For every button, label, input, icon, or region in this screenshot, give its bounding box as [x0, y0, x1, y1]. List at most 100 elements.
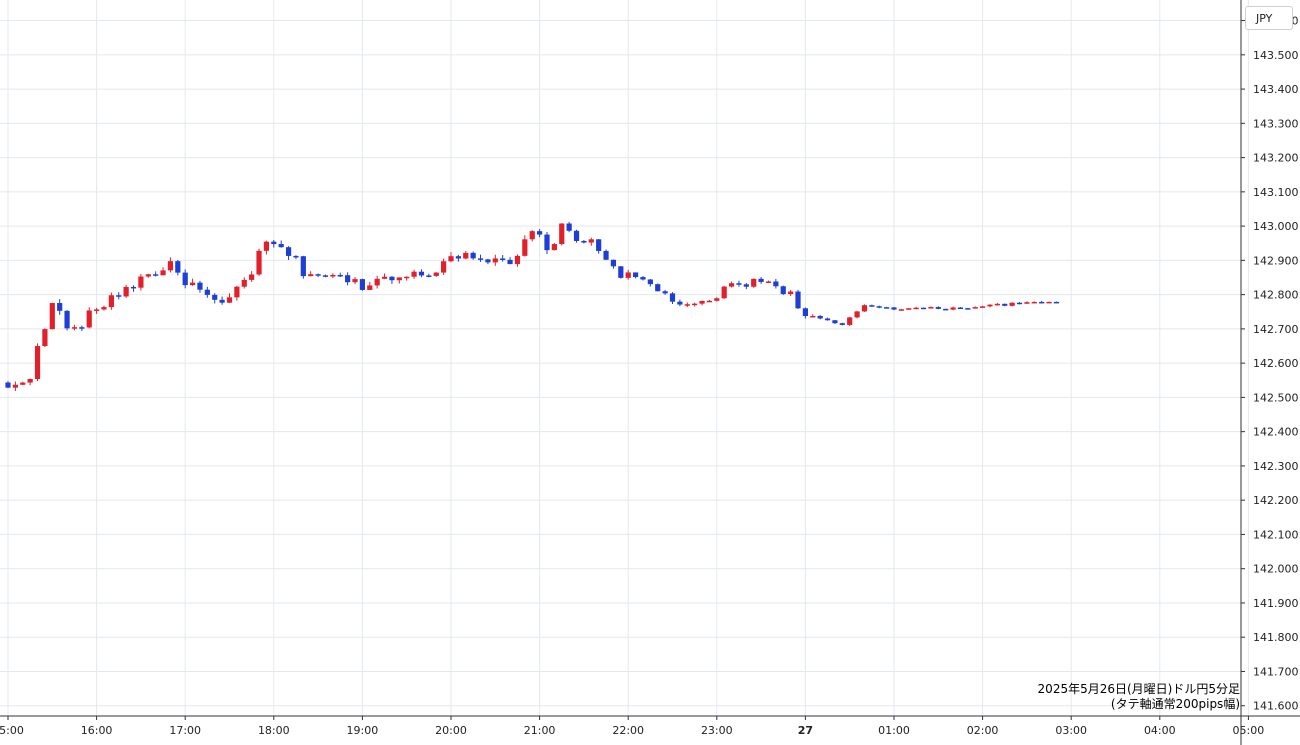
time-axis-labels: 15:00 16:00 17:00 18:00 19:00 20:00 21:00 22:00… [0, 724, 1264, 737]
candle-down [219, 299, 225, 303]
candle-up [810, 315, 816, 318]
time-tick-label: 23:00 [701, 724, 733, 737]
candle-down [876, 306, 882, 308]
candle-down [116, 295, 122, 297]
candle-down [485, 259, 491, 263]
price-tick-label: 142.300 [1253, 460, 1299, 473]
candle-up [167, 261, 174, 271]
candle-down [455, 256, 461, 259]
candle-up [108, 295, 114, 308]
candle-up [551, 244, 557, 251]
candle-up [49, 303, 55, 330]
candle-up [404, 276, 410, 279]
candle-down [839, 323, 845, 325]
candle-down [197, 282, 203, 290]
caption-line-1: 2025年5月26日(月曜日)ドル円5分足 [1037, 682, 1240, 696]
candle-up [847, 317, 853, 325]
candle-down [130, 286, 137, 289]
candle-up [765, 281, 772, 283]
candle-down [5, 382, 11, 388]
candle-up [1031, 301, 1037, 304]
candle-down [566, 223, 572, 231]
candle-down [175, 261, 181, 273]
candle-up [411, 271, 417, 277]
candle-up [728, 283, 735, 287]
candle-down [603, 250, 609, 260]
candle-up [987, 304, 993, 307]
price-tick-label: 142.600 [1253, 357, 1299, 370]
candle-up [721, 286, 727, 299]
price-tick-label: 141.600 [1253, 700, 1299, 713]
candle-down [204, 289, 210, 295]
candle-up [374, 278, 380, 286]
candle-down [337, 274, 343, 277]
candle-up [529, 231, 535, 240]
caption-line-2: (タテ軸通常200pips幅) [1110, 697, 1240, 711]
candle-down [389, 276, 395, 281]
candle-up [684, 304, 690, 306]
candle-up [706, 300, 713, 303]
candle-down [581, 240, 587, 243]
candle-up [1009, 302, 1015, 306]
candle-up [160, 270, 166, 276]
candle-up [699, 300, 705, 304]
candle-up [145, 274, 151, 277]
candle-up [123, 286, 129, 297]
candle-up [441, 261, 447, 273]
candle-up [950, 307, 956, 310]
candle-down [79, 327, 85, 329]
candle-up [138, 276, 144, 288]
candle-up [234, 286, 240, 298]
candle-down [677, 301, 683, 305]
candle-up [352, 279, 358, 283]
candle-up [101, 307, 107, 310]
candle-down [736, 283, 742, 285]
candle-down [957, 307, 964, 310]
candle-up [367, 285, 373, 290]
time-tick-label: 21:00 [524, 724, 556, 737]
price-tick-label: 142.400 [1253, 426, 1299, 439]
price-tick-label: 142.700 [1253, 323, 1299, 336]
candle-up [463, 252, 469, 259]
price-tick-label: 141.700 [1253, 665, 1299, 678]
candle-down [662, 291, 668, 294]
candle-up [263, 241, 270, 251]
candle-up [71, 327, 78, 329]
candle-up [448, 256, 454, 262]
candle-down [1053, 301, 1060, 304]
candle-up [906, 308, 912, 310]
price-tick-label: 143.200 [1253, 152, 1299, 165]
time-tick-label: 04:00 [1144, 724, 1176, 737]
candle-down [153, 274, 159, 276]
candle-up [559, 223, 565, 245]
candle-down [345, 275, 351, 283]
time-tick-label: 05:00 [1233, 724, 1265, 737]
candle-up [86, 310, 92, 328]
time-tick-label: 15:00 [0, 724, 24, 737]
candle-up [854, 311, 860, 318]
candle-down [647, 279, 653, 285]
candle-down [300, 256, 306, 277]
currency-label[interactable]: JPY [1245, 6, 1293, 30]
candle-up [751, 278, 757, 287]
candle-up [492, 258, 498, 263]
price-tick-label: 141.800 [1253, 631, 1299, 644]
candle-down [965, 308, 971, 310]
candle-up [42, 329, 48, 347]
candle-down [920, 307, 927, 310]
candle-down [470, 252, 476, 259]
candle-down [1002, 303, 1008, 306]
candle-down [573, 230, 580, 241]
candle-up [928, 307, 934, 309]
candle-up [256, 250, 262, 275]
candle-down [507, 259, 513, 265]
candle-up [308, 274, 314, 277]
price-tick-label: 143.500 [1253, 49, 1299, 62]
chart-caption: 2025年5月26日(月曜日)ドル円5分足 (タテ軸通常200pips幅) [1038, 682, 1240, 712]
price-tick-label: 142.200 [1253, 494, 1299, 507]
candle-down [500, 258, 506, 260]
candle-up [980, 306, 986, 308]
price-tick-label: 141.900 [1253, 597, 1299, 610]
